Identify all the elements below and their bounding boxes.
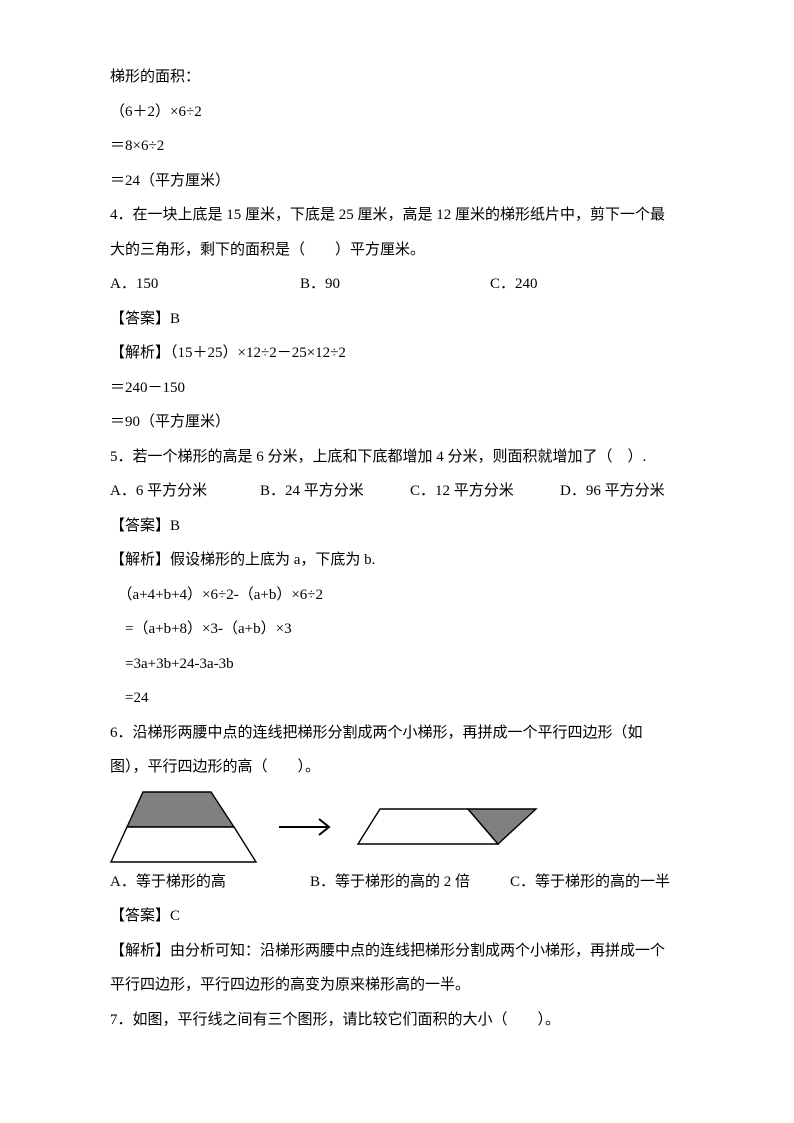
q5-stem: 5．若一个梯形的高是 6 分米，上底和下底都增加 4 分米，则面积就增加了（ ）… (110, 440, 684, 475)
q4-exp-2: ＝240－150 (110, 371, 684, 406)
q6-options: A．等于梯形的高 B．等于梯形的高的 2 倍 C．等于梯形的高的一半 (110, 865, 684, 900)
q4-answer: 【答案】B (110, 302, 684, 337)
q5-opt-a: A．6 平方分米 (110, 474, 260, 509)
q5-answer: 【答案】B (110, 509, 684, 544)
q6-stem-1: 6．沿梯形两腰中点的连线把梯形分割成两个小梯形，再拼成一个平行四边形（如 (110, 716, 684, 751)
q6-answer: 【答案】C (110, 899, 684, 934)
q6-opt-a: A．等于梯形的高 (110, 865, 310, 900)
q6-figure (110, 791, 684, 863)
q5-opt-c: C．12 平方分米 (410, 474, 560, 509)
q5-options: A．6 平方分米 B．24 平方分米 C．12 平方分米 D．96 平方分米 (110, 474, 684, 509)
q7-stem: 7．如图，平行线之间有三个图形，请比较它们面积的大小（ ）。 (110, 1003, 684, 1038)
parallelogram-icon (357, 808, 541, 846)
q5-exp-2: （a+4+b+4）×6÷2-（a+b）×6÷2 (110, 578, 684, 613)
q6-stem-2: 图），平行四边形的高（ ）。 (110, 750, 684, 785)
q6-exp-2: 平行四边形，平行四边形的高变为原来梯形高的一半。 (110, 968, 684, 1003)
q5-exp-5: =24 (110, 681, 684, 716)
q5-exp-1: 【解析】假设梯形的上底为 a，下底为 b. (110, 543, 684, 578)
q4-stem-2: 大的三角形，剩下的面积是（ ）平方厘米。 (110, 233, 684, 268)
arrow-icon (277, 815, 337, 839)
q5-exp-4: =3a+3b+24-3a-3b (110, 647, 684, 682)
q4-exp-3: ＝90（平方厘米） (110, 405, 684, 440)
intro-l2: （6＋2）×6÷2 (110, 95, 684, 130)
q4-stem-1: 4．在一块上底是 15 厘米，下底是 25 厘米，高是 12 厘米的梯形纸片中，… (110, 198, 684, 233)
q4-opt-a: A．150 (110, 267, 300, 302)
intro-l4: ＝24（平方厘米） (110, 164, 684, 199)
q6-opt-c: C．等于梯形的高的一半 (510, 865, 670, 900)
q4-exp-1: 【解析】（15＋25）×12÷2－25×12÷2 (110, 336, 684, 371)
intro-l1: 梯形的面积： (110, 60, 684, 95)
q4-opt-b: B．90 (300, 267, 490, 302)
q6-exp-1: 【解析】由分析可知：沿梯形两腰中点的连线把梯形分割成两个小梯形，再拼成一个 (110, 934, 684, 969)
trapezoid-icon (110, 791, 257, 863)
q5-exp-3: =（a+b+8）×3-（a+b）×3 (110, 612, 684, 647)
q5-opt-d: D．96 平方分米 (560, 474, 665, 509)
intro-l3: ＝8×6÷2 (110, 129, 684, 164)
q5-opt-b: B．24 平方分米 (260, 474, 410, 509)
q6-opt-b: B．等于梯形的高的 2 倍 (310, 865, 510, 900)
q4-opt-c: C．240 (490, 267, 538, 302)
q4-options: A．150 B．90 C．240 (110, 267, 684, 302)
